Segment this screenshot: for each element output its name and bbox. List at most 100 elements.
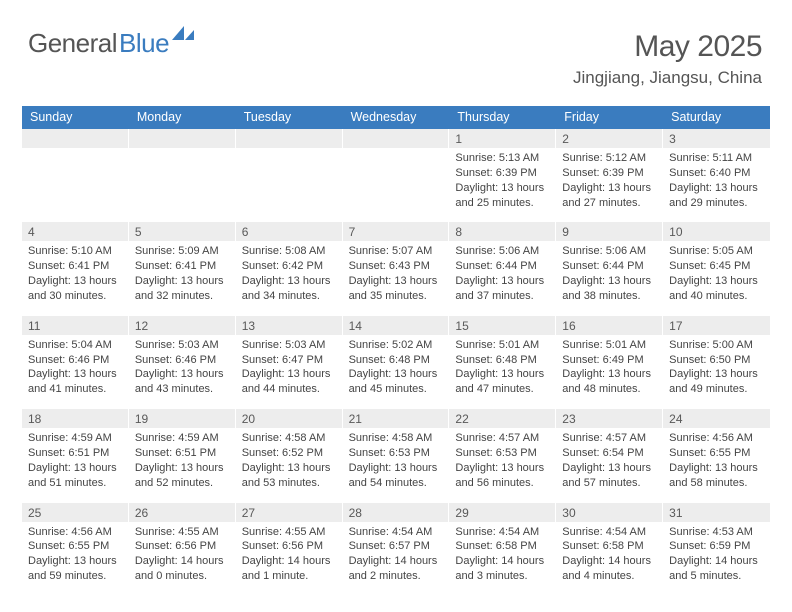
detail-line: and 29 minutes. [669,196,764,211]
detail-line: Sunrise: 5:13 AM [455,151,549,166]
weekday-header: Thursday [449,106,556,129]
detail-line: Sunset: 6:55 PM [669,446,764,461]
detail-line: Sunrise: 4:56 AM [28,525,122,540]
date-number-cell: 2 [556,129,663,148]
detail-line: Sunrise: 5:08 AM [242,244,336,259]
detail-line: and 0 minutes. [135,569,229,584]
detail-line: and 38 minutes. [562,289,656,304]
date-number-cell: 22 [449,409,556,428]
logo-triangle-icon [172,22,194,40]
logo-text-2: Blue [119,28,169,59]
detail-line: Sunrise: 4:57 AM [562,431,656,446]
detail-line: Daylight: 13 hours [135,367,229,382]
date-number-cell: 30 [556,503,663,522]
detail-line: Daylight: 13 hours [349,367,443,382]
detail-line: and 27 minutes. [562,196,656,211]
weekday-header: Monday [129,106,236,129]
detail-line: Sunrise: 4:55 AM [242,525,336,540]
detail-line: Sunset: 6:42 PM [242,259,336,274]
date-detail-cell: Sunrise: 5:00 AMSunset: 6:50 PMDaylight:… [663,335,770,409]
detail-line: Sunset: 6:56 PM [242,539,336,554]
weekday-header: Saturday [663,106,770,129]
detail-line: and 1 minute. [242,569,336,584]
date-detail-cell [236,148,343,222]
detail-line: Daylight: 13 hours [242,461,336,476]
date-detail-cell: Sunrise: 5:12 AMSunset: 6:39 PMDaylight:… [556,148,663,222]
date-detail-cell: Sunrise: 4:57 AMSunset: 6:54 PMDaylight:… [556,428,663,502]
date-number-cell: 3 [663,129,770,148]
date-detail-cell: Sunrise: 4:58 AMSunset: 6:52 PMDaylight:… [236,428,343,502]
detail-line: Daylight: 14 hours [455,554,549,569]
date-detail-cell: Sunrise: 5:03 AMSunset: 6:47 PMDaylight:… [236,335,343,409]
date-detail-cell: Sunrise: 4:59 AMSunset: 6:51 PMDaylight:… [129,428,236,502]
date-detail-cell: Sunrise: 5:03 AMSunset: 6:46 PMDaylight:… [129,335,236,409]
date-detail-cell: Sunrise: 4:55 AMSunset: 6:56 PMDaylight:… [236,522,343,596]
date-detail-row: Sunrise: 4:56 AMSunset: 6:55 PMDaylight:… [22,522,770,596]
detail-line: Daylight: 13 hours [669,274,764,289]
detail-line: Sunset: 6:45 PM [669,259,764,274]
date-detail-cell: Sunrise: 5:06 AMSunset: 6:44 PMDaylight:… [556,241,663,315]
detail-line: Sunrise: 5:09 AM [135,244,229,259]
weekday-header: Wednesday [343,106,450,129]
detail-line: Sunrise: 5:12 AM [562,151,656,166]
detail-line: Sunset: 6:58 PM [455,539,549,554]
detail-line: and 49 minutes. [669,382,764,397]
date-detail-cell [343,148,450,222]
detail-line: and 57 minutes. [562,476,656,491]
detail-line: Sunrise: 4:59 AM [28,431,122,446]
date-number-cell: 16 [556,316,663,335]
detail-line: Daylight: 13 hours [562,181,656,196]
detail-line: Daylight: 14 hours [562,554,656,569]
detail-line: Sunset: 6:39 PM [455,166,549,181]
date-detail-row: Sunrise: 5:10 AMSunset: 6:41 PMDaylight:… [22,241,770,315]
detail-line: Daylight: 13 hours [28,554,122,569]
detail-line: Sunrise: 5:03 AM [135,338,229,353]
weekday-header: Tuesday [236,106,343,129]
detail-line: Sunrise: 5:11 AM [669,151,764,166]
detail-line: Sunrise: 4:57 AM [455,431,549,446]
detail-line: and 43 minutes. [135,382,229,397]
location-text: Jingjiang, Jiangsu, China [573,68,762,88]
detail-line: Sunset: 6:46 PM [135,353,229,368]
detail-line: and 40 minutes. [669,289,764,304]
detail-line: Sunset: 6:41 PM [135,259,229,274]
detail-line: and 4 minutes. [562,569,656,584]
month-title: May 2025 [573,30,762,64]
detail-line: Daylight: 13 hours [28,367,122,382]
detail-line: Daylight: 13 hours [28,461,122,476]
detail-line: Sunrise: 5:04 AM [28,338,122,353]
date-detail-cell: Sunrise: 5:13 AMSunset: 6:39 PMDaylight:… [449,148,556,222]
date-number-cell: 20 [236,409,343,428]
detail-line: Daylight: 13 hours [135,461,229,476]
date-number-row: 25262728293031 [22,503,770,522]
date-detail-cell: Sunrise: 5:09 AMSunset: 6:41 PMDaylight:… [129,241,236,315]
detail-line: Daylight: 13 hours [562,367,656,382]
detail-line: Sunrise: 4:58 AM [242,431,336,446]
detail-line: Sunset: 6:55 PM [28,539,122,554]
date-number-cell: 21 [343,409,450,428]
date-number-cell: 17 [663,316,770,335]
detail-line: and 44 minutes. [242,382,336,397]
detail-line: Sunset: 6:40 PM [669,166,764,181]
detail-line: Daylight: 13 hours [455,461,549,476]
date-number-row: 11121314151617 [22,316,770,335]
calendar: SundayMondayTuesdayWednesdayThursdayFrid… [22,106,770,596]
date-number-cell: 19 [129,409,236,428]
detail-line: Sunrise: 5:00 AM [669,338,764,353]
detail-line: Sunset: 6:51 PM [135,446,229,461]
date-number-cell: 25 [22,503,129,522]
detail-line: Sunrise: 5:03 AM [242,338,336,353]
detail-line: Sunrise: 4:54 AM [349,525,443,540]
date-number-cell [236,129,343,148]
detail-line: and 54 minutes. [349,476,443,491]
header-right: May 2025 Jingjiang, Jiangsu, China [573,30,762,88]
detail-line: Daylight: 13 hours [455,367,549,382]
detail-line: and 45 minutes. [349,382,443,397]
detail-line: Daylight: 13 hours [242,367,336,382]
date-number-cell: 10 [663,222,770,241]
date-number-cell: 18 [22,409,129,428]
detail-line: and 53 minutes. [242,476,336,491]
date-number-cell: 7 [343,222,450,241]
date-number-cell: 5 [129,222,236,241]
date-detail-cell: Sunrise: 5:06 AMSunset: 6:44 PMDaylight:… [449,241,556,315]
